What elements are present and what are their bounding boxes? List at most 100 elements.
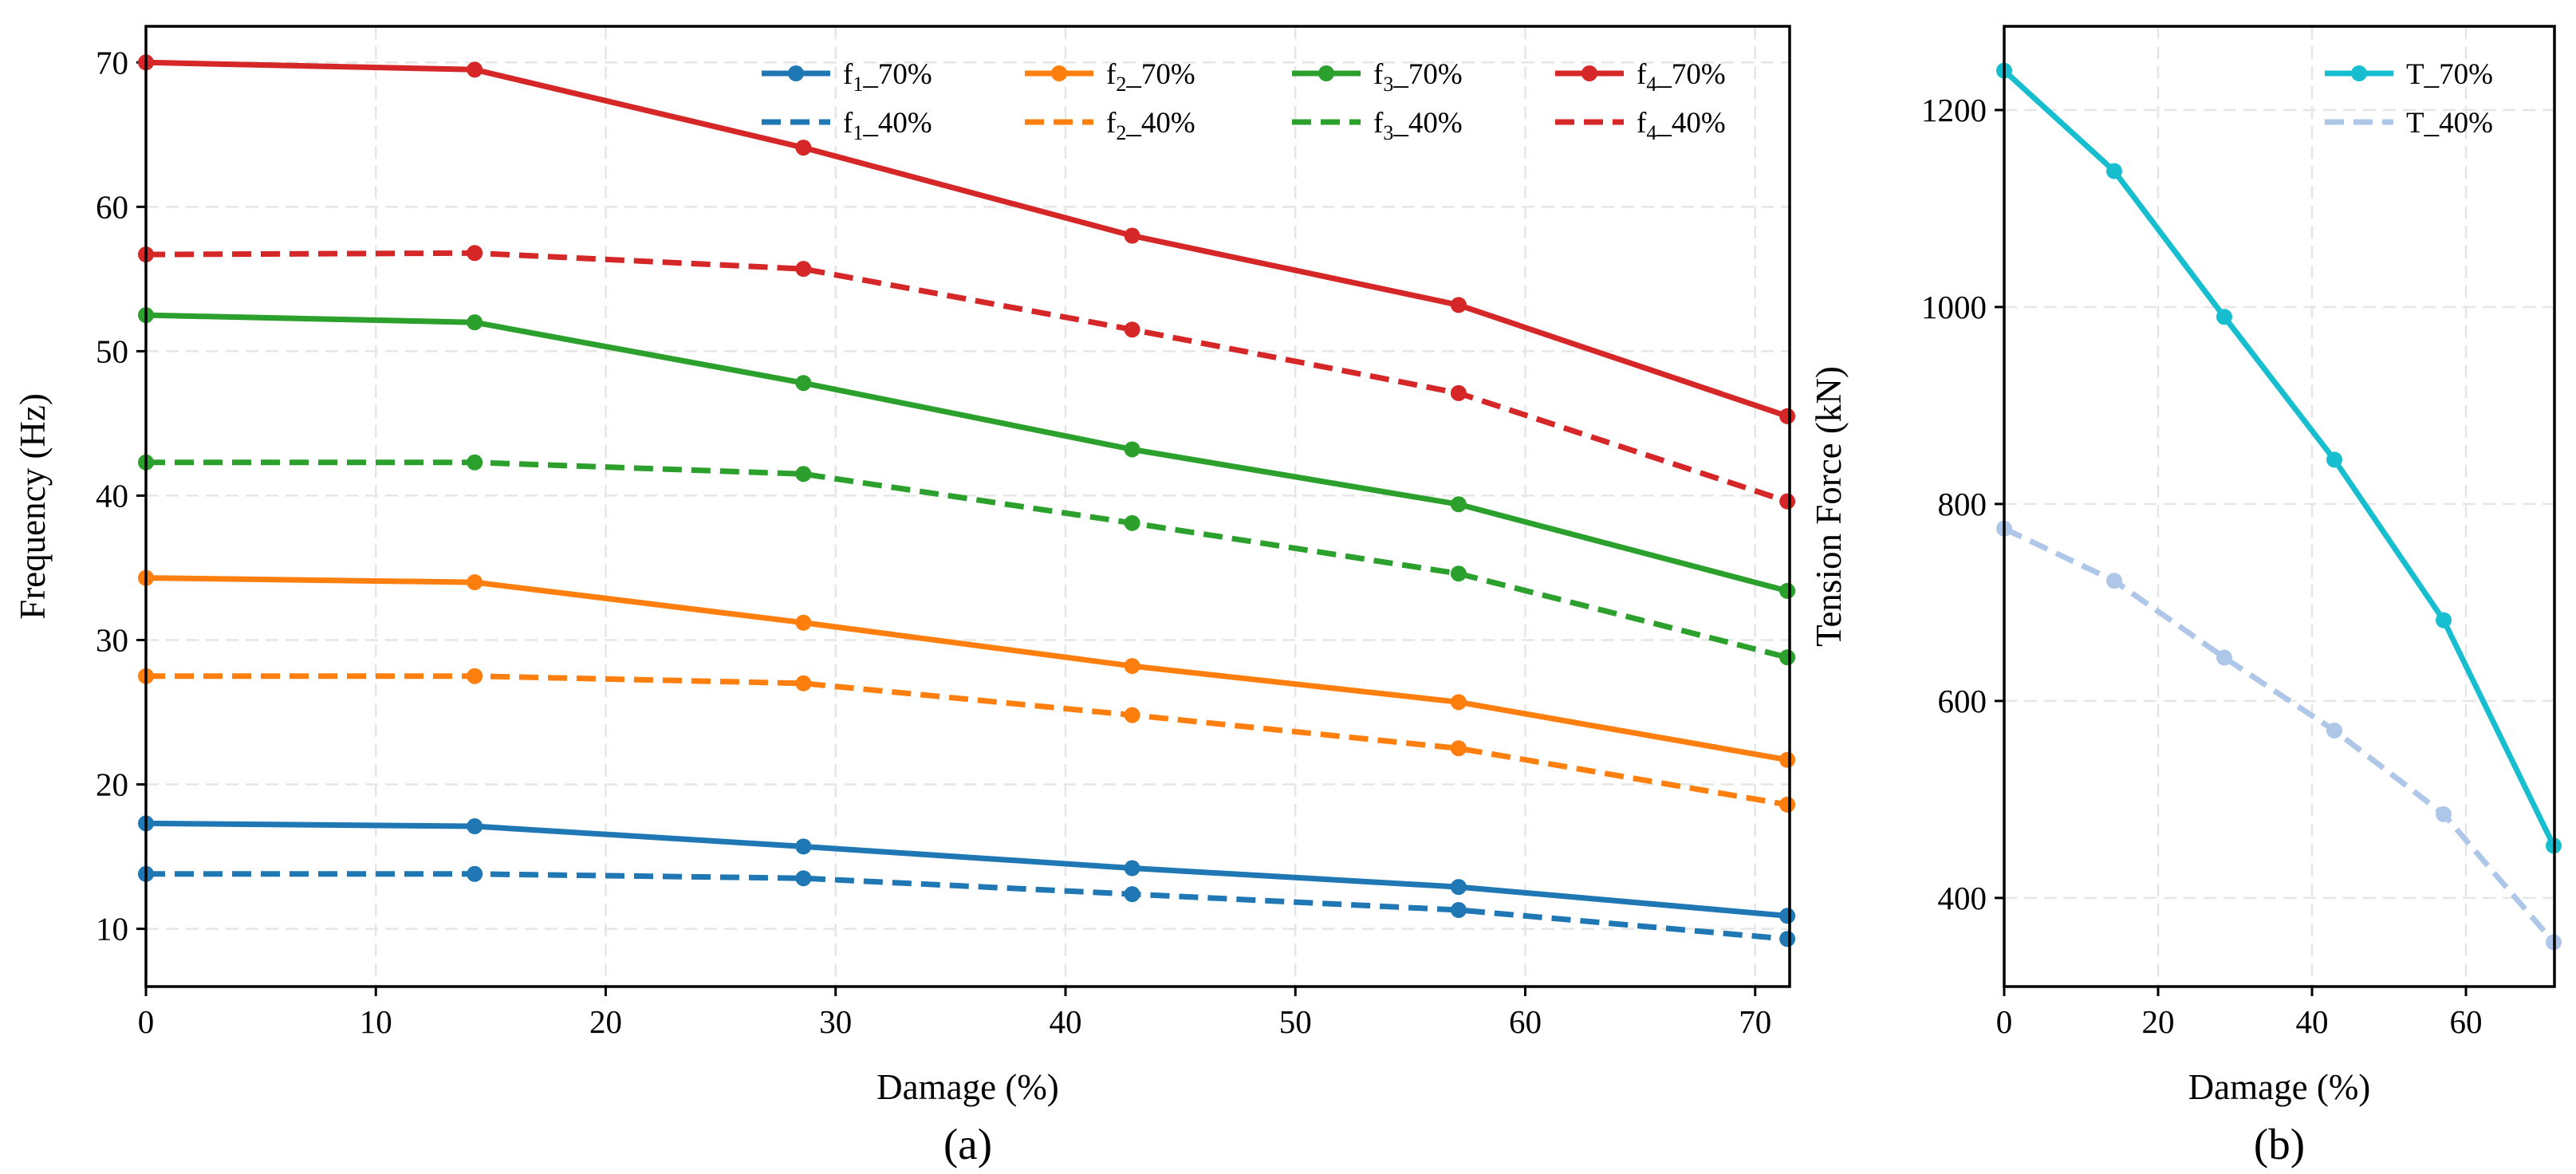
data-point [1124, 441, 1140, 458]
series-line-f470 [145, 59, 1789, 420]
data-point [1124, 886, 1140, 903]
y-axis-label: Frequency (Hz) [13, 393, 53, 620]
legend-marker [2351, 65, 2367, 81]
plot-frame [2003, 25, 2556, 988]
x-tick-label: 30 [819, 1003, 852, 1040]
legend-marker [1051, 65, 1067, 81]
x-tick-label: 40 [1050, 1003, 1082, 1040]
series-line-f340 [146, 459, 1788, 660]
data-point [467, 454, 483, 471]
data-point [1779, 408, 1796, 424]
data-point [795, 466, 812, 483]
data-point [795, 614, 812, 631]
series-line-T40 [2003, 526, 2556, 944]
data-point [1779, 796, 1796, 813]
legend-marker [1581, 65, 1597, 81]
series-line-f140 [146, 871, 1788, 942]
x-axis-label: Damage (%) [876, 1067, 1059, 1107]
legend-label: f1_70% [843, 58, 932, 96]
y-tick-label: 10 [96, 911, 128, 947]
legend: f1_70% f1_40% f2_70% f2_40% f3_70% f3_40% f4_7… [762, 58, 1726, 144]
data-point [2326, 722, 2342, 739]
data-point [1124, 227, 1140, 244]
data-point [467, 818, 483, 835]
y-tick-label: 60 [96, 188, 128, 225]
data-point [1450, 496, 1467, 513]
y-tick-label: 800 [1938, 486, 1987, 522]
data-point [1779, 582, 1796, 599]
data-point [467, 245, 483, 262]
x-tick-label: 40 [2296, 1003, 2329, 1040]
data-point [1779, 908, 1796, 924]
data-point [795, 261, 812, 278]
data-point [795, 675, 812, 691]
data-point [1779, 649, 1796, 666]
data-point [2106, 573, 2122, 589]
data-point [1450, 740, 1467, 757]
series-line-f370 [145, 312, 1788, 594]
legend-label: f2_40% [1106, 107, 1195, 144]
data-point [2436, 612, 2452, 628]
x-tick-label: 60 [1509, 1003, 1542, 1040]
data-point [795, 870, 812, 887]
x-axis-label: Damage (%) [2188, 1067, 2371, 1107]
x-tick-label: 10 [360, 1003, 392, 1040]
legend-label: f4_40% [1637, 107, 1726, 144]
data-point [467, 314, 483, 331]
series-line-f240 [146, 673, 1788, 808]
data-point [1450, 384, 1467, 401]
y-tick-label: 1200 [1921, 92, 1987, 128]
x-tick-label: 70 [1739, 1003, 1771, 1040]
subplot-caption: (a) [943, 1120, 992, 1168]
legend-marker [1318, 65, 1334, 81]
data-point [2106, 163, 2122, 179]
legend-label: f1_40% [843, 107, 932, 144]
y-tick-label: 1000 [1921, 289, 1987, 325]
data-point [1779, 493, 1796, 510]
x-tick-label: 60 [2450, 1003, 2483, 1040]
y-tick-label: 40 [96, 477, 128, 514]
data-point [1450, 902, 1467, 919]
data-point [2436, 806, 2452, 822]
data-point [1779, 751, 1796, 768]
x-tick-label: 20 [2142, 1003, 2175, 1040]
series-line-f440 [145, 250, 1789, 505]
legend-label: T_40% [2406, 107, 2493, 140]
legend-label: f3_40% [1373, 107, 1463, 144]
x-tick-label: 0 [138, 1003, 155, 1040]
y-tick-label: 400 [1938, 880, 1987, 916]
x-tick-label: 50 [1279, 1003, 1312, 1040]
series-line-T70 [2002, 69, 2557, 847]
data-point [2216, 649, 2232, 666]
data-point [1779, 931, 1796, 947]
data-point [467, 574, 483, 591]
data-point [1450, 565, 1467, 582]
legend-label: f3_70% [1373, 58, 1463, 96]
data-point [1124, 514, 1140, 531]
series-line-f270 [145, 575, 1788, 763]
legend-label: f4_70% [1637, 58, 1726, 96]
legend-label: f2_70% [1106, 58, 1195, 96]
y-axis-label: Tension Force (kN) [1809, 366, 1849, 647]
x-tick-label: 0 [1996, 1003, 2013, 1040]
y-tick-label: 600 [1938, 683, 1987, 719]
data-point [1124, 860, 1140, 877]
plot-frame [144, 25, 1791, 988]
data-point [1124, 658, 1140, 675]
data-point [467, 865, 483, 882]
y-tick-label: 20 [96, 766, 128, 803]
data-point [2216, 309, 2232, 325]
chart-frequency: 0 10 20 30 40 50 60 70 10 20 30 40 50 60 70 Damage (%) F… [13, 25, 1796, 1168]
data-point [795, 838, 812, 855]
data-point [467, 61, 483, 78]
x-tick-label: 20 [589, 1003, 622, 1040]
data-point [1450, 879, 1467, 896]
data-point [795, 375, 812, 392]
series-line-f170 [145, 820, 1788, 919]
data-point [1124, 707, 1140, 723]
data-point [1124, 321, 1140, 338]
y-tick-label: 50 [96, 333, 128, 369]
legend-marker [788, 65, 804, 81]
y-tick-label: 30 [96, 621, 128, 658]
